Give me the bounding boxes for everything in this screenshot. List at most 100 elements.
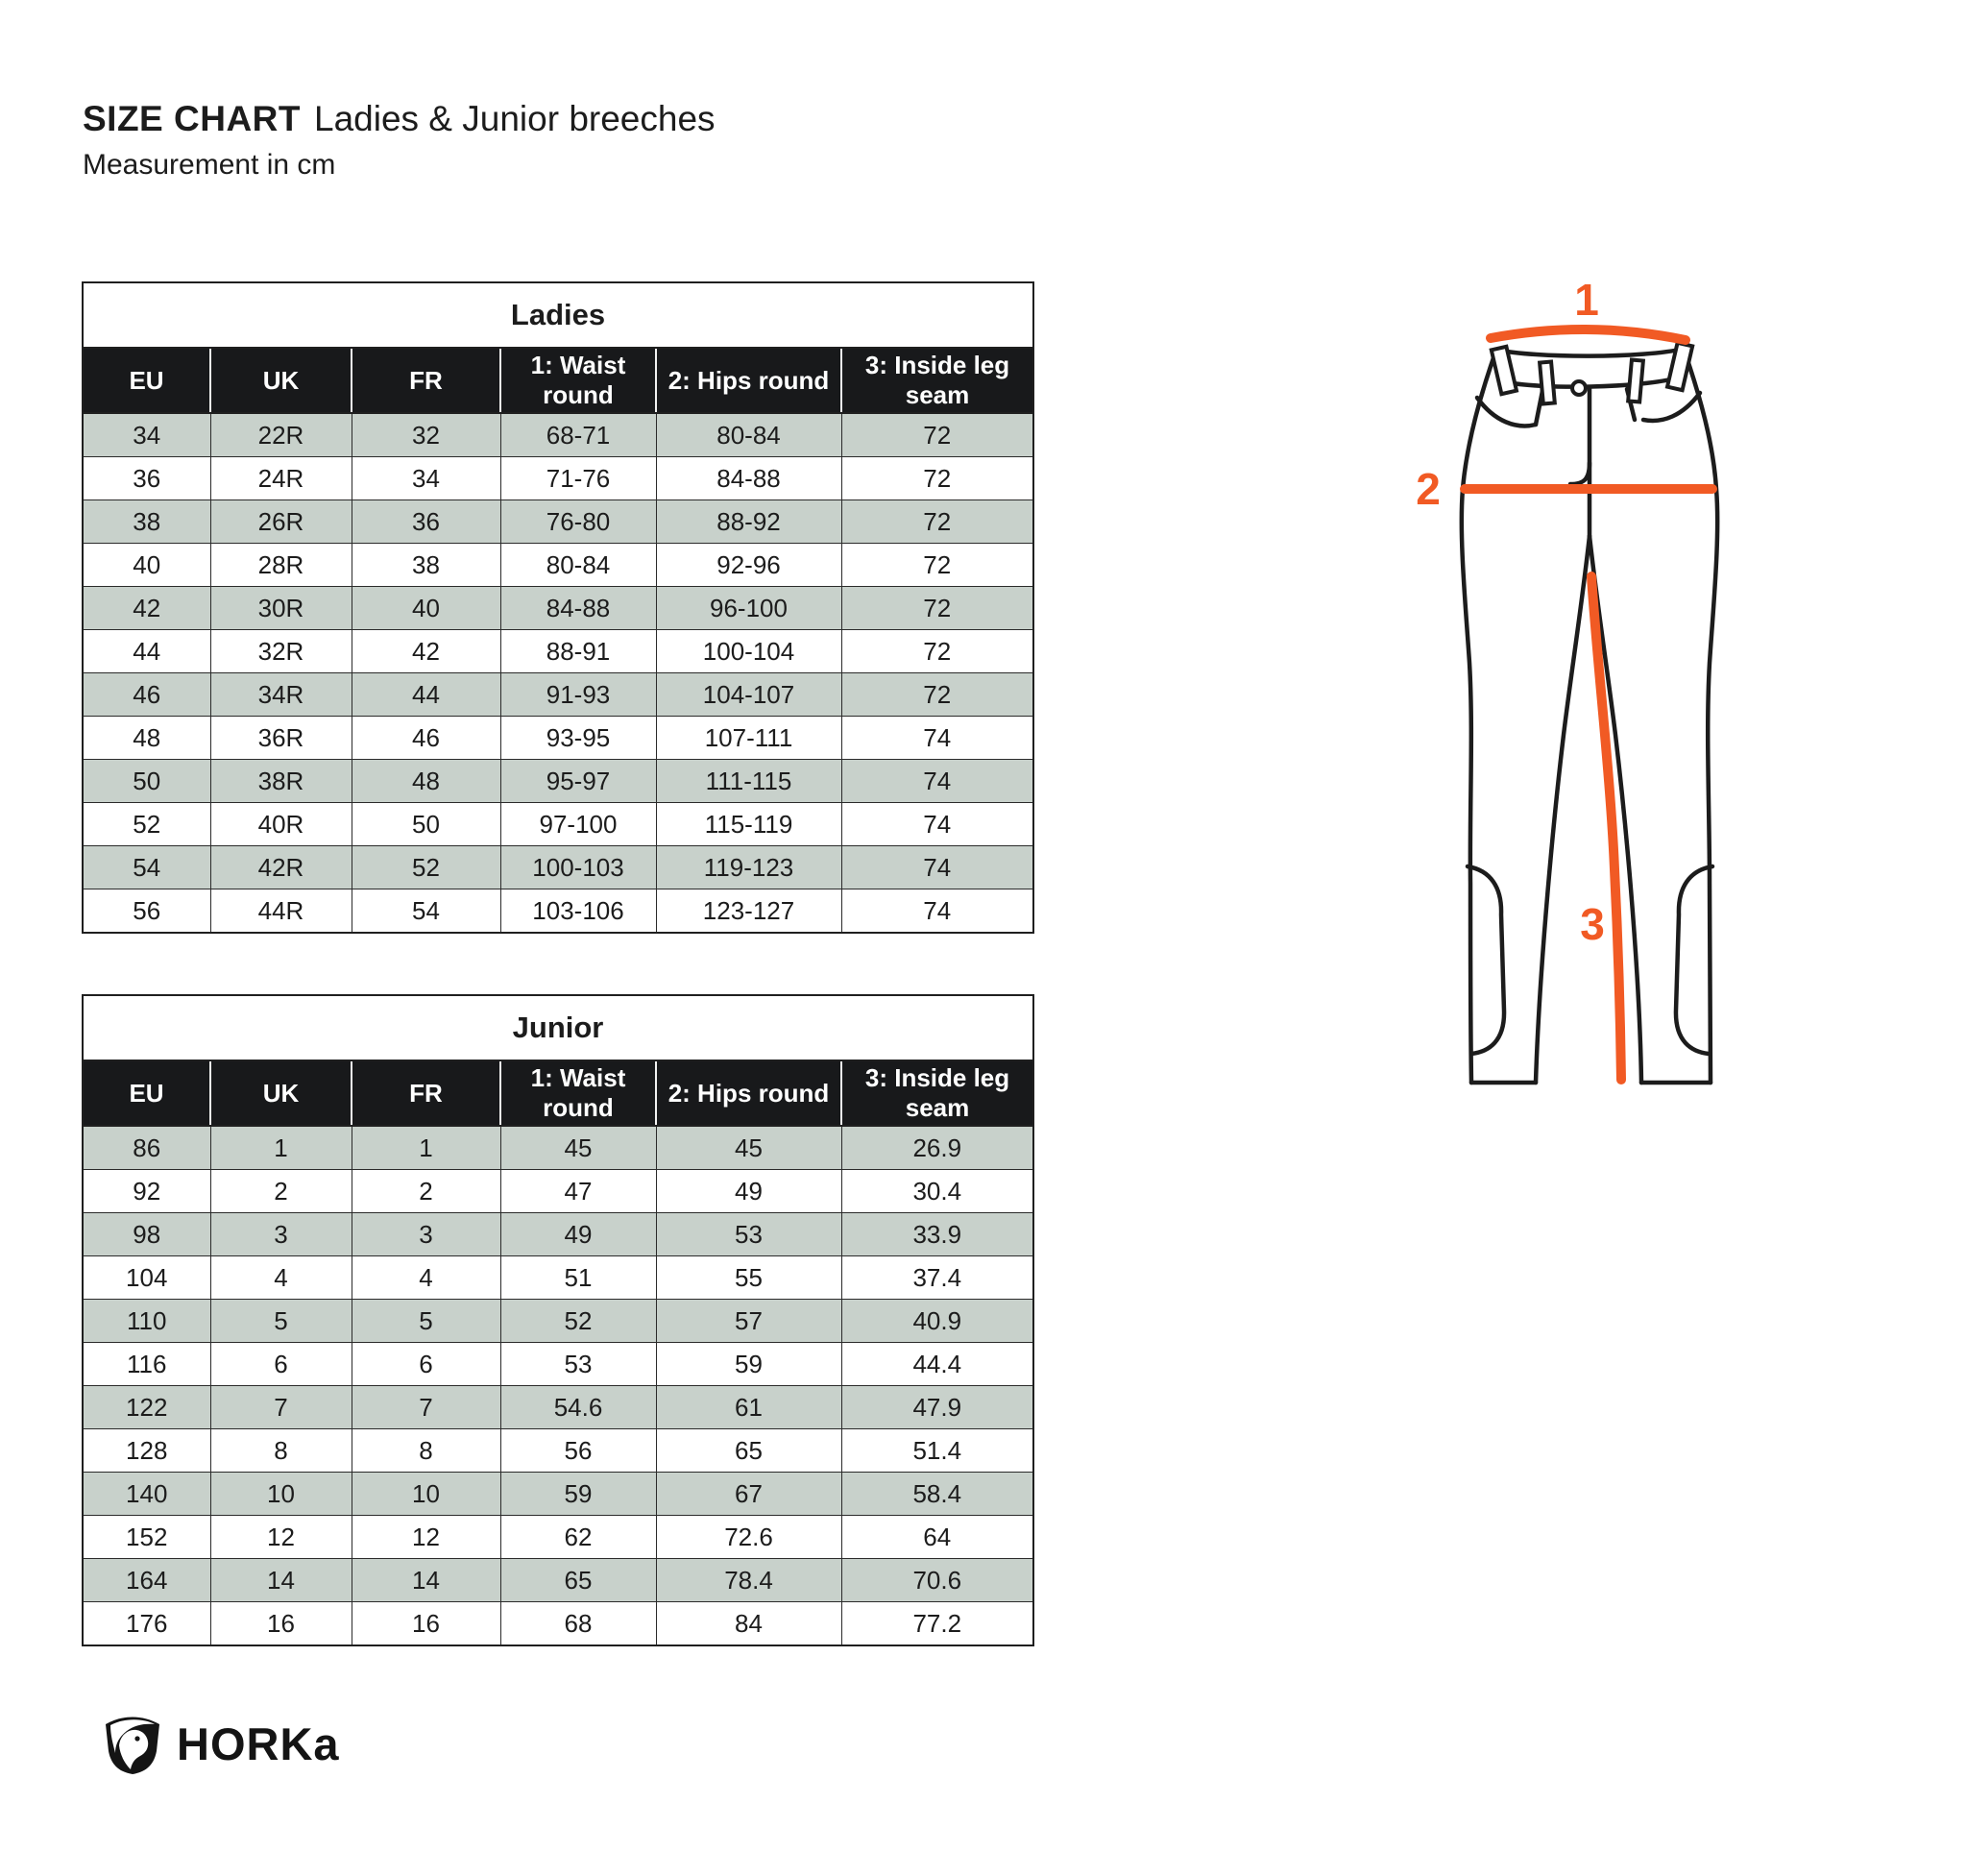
table-cell: 56 [499, 1428, 657, 1473]
table-cell: 93-95 [499, 716, 657, 760]
table-cell: 74 [840, 802, 1034, 846]
table-cell: 12 [351, 1515, 501, 1559]
table-cell: 92 [82, 1169, 211, 1213]
table-cell: 91-93 [499, 672, 657, 717]
table-cell: 152 [82, 1515, 211, 1559]
table-cell: 44.4 [840, 1342, 1034, 1386]
table-cell: 8 [209, 1428, 352, 1473]
table-cell: 6 [209, 1342, 352, 1386]
table-cell: 122 [82, 1385, 211, 1429]
table-cell: 7 [209, 1385, 352, 1429]
table-cell: 48 [351, 759, 501, 803]
page-title-main: SIZE CHART [83, 99, 301, 138]
waist-button-icon [1570, 379, 1588, 397]
table-cell: 116 [82, 1342, 211, 1386]
table-cell: 100-104 [655, 629, 842, 673]
table-cell: 40 [351, 586, 501, 630]
table-row: 48 36R 46 93-95 107-111 74 [82, 716, 1034, 760]
table-cell: 44 [351, 672, 501, 717]
table-cell: 74 [840, 759, 1034, 803]
table-cell: 36 [82, 456, 211, 500]
table-cell: 30.4 [840, 1169, 1034, 1213]
table-cell: 53 [655, 1212, 842, 1256]
table-cell: 103-106 [499, 889, 657, 934]
table-cell: 72 [840, 672, 1034, 717]
table-cell: 10 [209, 1472, 352, 1516]
table-cell: 76-80 [499, 499, 657, 544]
table-cell: 74 [840, 845, 1034, 889]
table-row: 54 42R 52 100-103 119-123 74 [82, 845, 1034, 889]
table-cell: 37.4 [840, 1255, 1034, 1300]
table-cell: 59 [655, 1342, 842, 1386]
table-row: 86 1 1 45 45 26.9 [82, 1125, 1034, 1170]
table-cell: 56 [82, 889, 211, 934]
table-cell: 119-123 [655, 845, 842, 889]
table-cell: 24R [209, 456, 352, 500]
table-cell: 36R [209, 716, 352, 760]
page-title: SIZE CHART Ladies & Junior breeches [83, 100, 716, 138]
table-cell: 7 [351, 1385, 501, 1429]
table-cell: 72.6 [655, 1515, 842, 1559]
table-cell: 92-96 [655, 543, 842, 587]
table-cell: 72 [840, 586, 1034, 630]
table-cell: 52 [351, 845, 501, 889]
table-cell: 42 [82, 586, 211, 630]
column-header: UK [209, 1060, 352, 1127]
table-cell: 4 [209, 1255, 352, 1300]
table-cell: 86 [82, 1125, 211, 1170]
table-cell: 30R [209, 586, 352, 630]
table-cell: 80-84 [655, 412, 842, 457]
table-cell: 111-115 [655, 759, 842, 803]
table-title: Ladies [83, 282, 1034, 349]
table-row: 92 2 2 47 49 30.4 [82, 1169, 1034, 1213]
table-cell: 176 [82, 1601, 211, 1646]
table-row: 42 30R 40 84-88 96-100 72 [82, 586, 1034, 630]
table-cell: 97-100 [499, 802, 657, 846]
table-cell: 47 [499, 1169, 657, 1213]
table-row: 38 26R 36 76-80 88-92 72 [82, 499, 1034, 544]
table-cell: 6 [351, 1342, 501, 1386]
column-header: 1: Waist round [499, 348, 656, 414]
table-header-row: EU UK FR 1: Waist round 2: Hips round 3: Insi… [83, 348, 1034, 414]
table-row: 128 8 8 56 65 51.4 [82, 1428, 1034, 1473]
table-header-row: EU UK FR 1: Waist round 2: Hips round 3: Insi… [83, 1060, 1034, 1127]
table-row: 122 7 7 54.6 61 47.9 [82, 1385, 1034, 1429]
column-header: 3: Inside leg seam [839, 348, 1034, 414]
table-cell: 2 [351, 1169, 501, 1213]
table-row: 152 12 12 62 72.6 64 [82, 1515, 1034, 1559]
table-row: 116 6 6 53 59 44.4 [82, 1342, 1034, 1386]
table-row: 50 38R 48 95-97 111-115 74 [82, 759, 1034, 803]
column-header: EU [83, 1060, 210, 1127]
table-cell: 16 [209, 1601, 352, 1646]
table-cell: 128 [82, 1428, 211, 1473]
title-block: SIZE CHART Ladies & Junior breeches Measu… [83, 100, 716, 182]
table-cell: 34 [351, 456, 501, 500]
table-cell: 48 [82, 716, 211, 760]
table-row: 104 4 4 51 55 37.4 [82, 1255, 1034, 1300]
table-row: 110 5 5 52 57 40.9 [82, 1299, 1034, 1343]
table-cell: 80-84 [499, 543, 657, 587]
table-cell: 65 [499, 1558, 657, 1602]
table-cell: 40 [82, 543, 211, 587]
table-cell: 28R [209, 543, 352, 587]
table-cell: 59 [499, 1472, 657, 1516]
horse-shield-icon [106, 1717, 159, 1774]
table-cell: 5 [351, 1299, 501, 1343]
table-cell: 14 [351, 1558, 501, 1602]
table-row: 56 44R 54 103-106 123-127 74 [82, 889, 1034, 934]
table-row: 36 24R 34 71-76 84-88 72 [82, 456, 1034, 500]
table-cell: 22R [209, 412, 352, 457]
table-cell: 46 [351, 716, 501, 760]
table-cell: 32R [209, 629, 352, 673]
table-cell: 54 [351, 889, 501, 934]
table-cell: 2 [209, 1169, 352, 1213]
table-cell: 62 [499, 1515, 657, 1559]
column-header: FR [351, 348, 500, 414]
table-cell: 61 [655, 1385, 842, 1429]
breeches-diagram: 1 2 3 [1416, 275, 1720, 1085]
table-cell: 51.4 [840, 1428, 1034, 1473]
table-row: 98 3 3 49 53 33.9 [82, 1212, 1034, 1256]
table-cell: 3 [351, 1212, 501, 1256]
table-cell: 95-97 [499, 759, 657, 803]
table-cell: 72 [840, 412, 1034, 457]
